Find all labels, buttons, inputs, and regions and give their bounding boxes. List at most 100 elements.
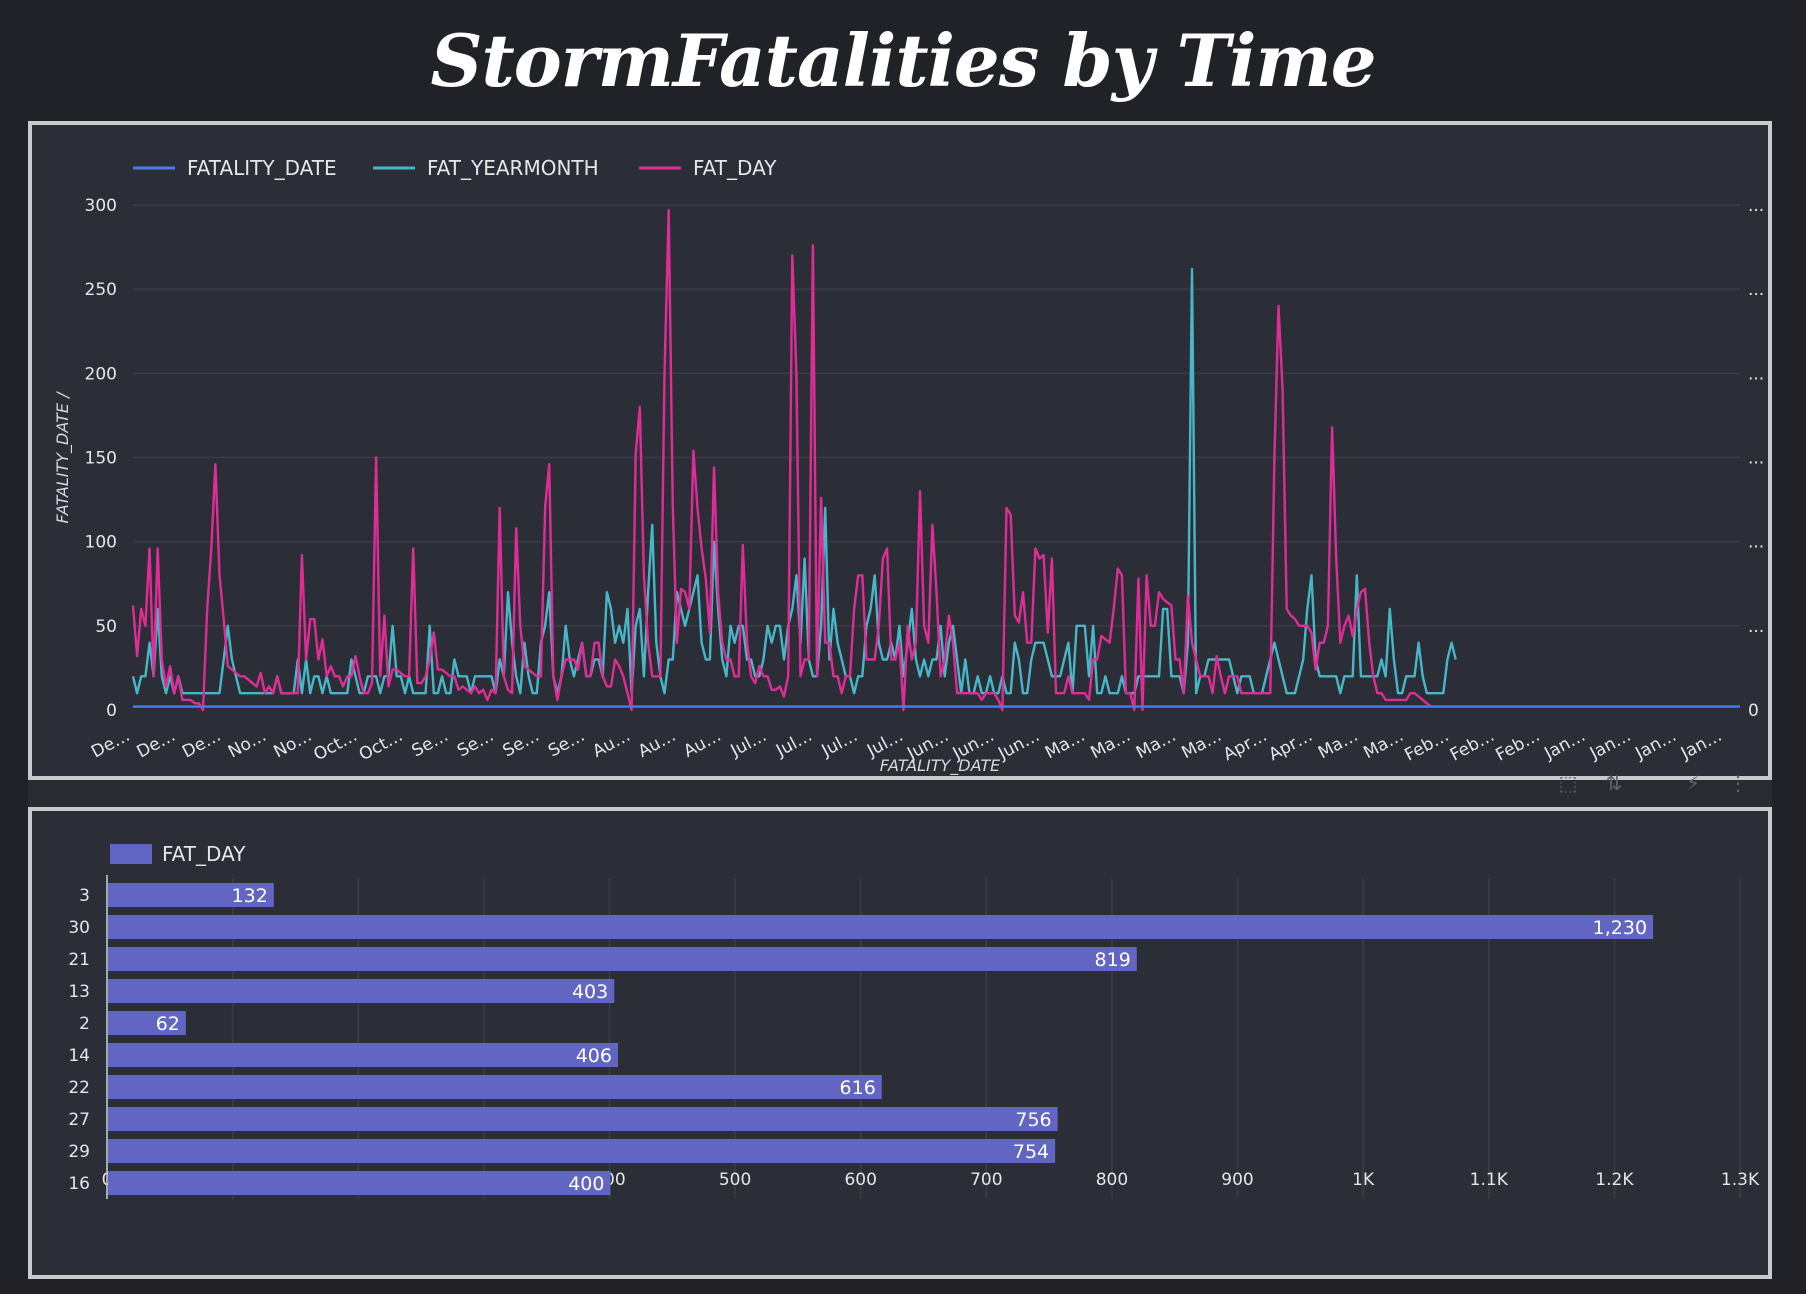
bar (108, 1107, 1058, 1131)
right-y-tick-label: ... (1748, 280, 1764, 300)
bar-value-label: 400 (568, 1173, 604, 1195)
bar-value-label: 754 (1013, 1141, 1049, 1163)
legend-label: FAT_YEARMONTH (427, 156, 599, 180)
x-tick-label: Jan… (1677, 726, 1725, 764)
bar (108, 1043, 618, 1067)
bar (108, 883, 274, 907)
bar (108, 915, 1654, 939)
x-tick-label: Feb… (1447, 726, 1498, 766)
more-vert-icon[interactable]: ⋮ (1728, 771, 1748, 795)
y-tick-label: 14 (68, 1046, 90, 1066)
x-tick-label: Au… (635, 726, 679, 762)
x-tick-label: No… (270, 726, 315, 762)
x-tick-label: Se… (500, 726, 543, 762)
x-tick-label: Ma… (1087, 726, 1134, 763)
y-tick-label: 0 (106, 701, 117, 721)
bar-value-label: 616 (840, 1077, 876, 1099)
x-tick-label: 1.1K (1470, 1170, 1509, 1190)
x-tick-label: Ma… (1315, 726, 1362, 763)
x-tick-label: Jan… (1540, 726, 1588, 764)
x-tick-label: Feb… (1492, 726, 1543, 766)
bar-chart: 01002003004005006007008009001K1.1K1.2K1.… (68, 842, 1760, 1199)
x-tick-label: Feb… (1401, 726, 1452, 766)
bar-value-label: 403 (572, 981, 608, 1003)
bar (108, 947, 1137, 971)
bar-chart-panel: 01002003004005006007008009001K1.1K1.2K1.… (28, 807, 1772, 1279)
y-axis-label: FATALITY_DATE / (53, 391, 73, 524)
x-tick-label: Au… (590, 726, 634, 762)
lightning-icon[interactable]: ⚡ (1685, 771, 1701, 795)
x-tick-label: Se… (545, 726, 588, 762)
x-tick-label: Jan… (1631, 726, 1679, 764)
bar (108, 1075, 882, 1099)
y-tick-label: 50 (95, 617, 117, 637)
x-tick-label: De… (88, 726, 133, 763)
x-tick-label: No… (225, 726, 270, 762)
x-tick-label: Jan… (1586, 726, 1634, 764)
series-line-fat-day (131, 208, 1432, 712)
right-y-tick-label: ... (1748, 364, 1764, 384)
y-tick-label: 30 (68, 918, 90, 938)
panel-separator (28, 780, 1772, 807)
x-tick-label: De… (134, 726, 179, 763)
x-tick-label: 600 (844, 1170, 876, 1190)
x-tick-label: 500 (719, 1170, 751, 1190)
y-tick-label: 100 (85, 533, 117, 553)
x-axis-label: FATALITY_DATE (880, 756, 1001, 776)
x-tick-label: Oct… (356, 726, 406, 765)
right-y-tick-label: ... (1748, 449, 1764, 469)
bar-value-label: 132 (232, 885, 268, 907)
right-y-tick-label: ... (1748, 533, 1764, 553)
y-tick-label: 27 (68, 1110, 90, 1130)
x-tick-label: Oct… (310, 726, 360, 765)
x-tick-label: 900 (1221, 1170, 1253, 1190)
bar-value-label: 819 (1095, 949, 1131, 971)
sort-icon[interactable]: ⇅ (1605, 771, 1623, 795)
y-tick-label: 3 (79, 886, 90, 906)
y-tick-label: 150 (85, 449, 117, 469)
select-area-icon[interactable]: ⬚ (1558, 771, 1578, 795)
y-tick-label: 22 (68, 1078, 90, 1098)
legend-swatch (110, 844, 152, 864)
bar-value-label: 756 (1015, 1109, 1051, 1131)
x-tick-label: Jul… (772, 726, 815, 762)
page-title: StormFatalities by Time (430, 18, 1376, 103)
bar (108, 979, 615, 1003)
bar (108, 1171, 611, 1195)
y-tick-label: 200 (85, 364, 117, 384)
y-tick-label: 21 (68, 950, 90, 970)
bar-value-label: 406 (576, 1045, 612, 1067)
y-tick-label: 250 (85, 280, 117, 300)
legend-label: FATALITY_DATE (187, 156, 337, 180)
line-chart-panel: 0 0 50... 100... 150... 200... 250... 300... De…… (28, 121, 1772, 780)
bar-value-label: 62 (156, 1013, 180, 1035)
x-tick-label: Apr… (1220, 726, 1270, 765)
x-tick-label: 800 (1096, 1170, 1128, 1190)
x-tick-label: Jul… (818, 726, 861, 762)
right-y-tick-label: 0 (1748, 701, 1759, 721)
y-tick-label: 29 (68, 1142, 90, 1162)
x-tick-label: De… (179, 726, 224, 763)
right-y-tick-label: ... (1748, 617, 1764, 637)
legend-label: FAT_DAY (693, 156, 777, 180)
x-tick-label: Apr… (1266, 726, 1316, 765)
x-tick-label: Ma… (1133, 726, 1180, 763)
x-tick-label: Se… (409, 726, 452, 762)
bar (108, 1011, 186, 1035)
x-tick-label: 1.2K (1595, 1170, 1634, 1190)
bar (108, 1139, 1056, 1163)
x-tick-label: 1.3K (1721, 1170, 1760, 1190)
y-tick-label: 300 (85, 196, 117, 216)
y-tick-label: 13 (68, 982, 90, 1002)
x-tick-label: Ma… (1360, 726, 1407, 763)
x-tick-label: Au… (680, 726, 724, 762)
bar-value-label: 1,230 (1593, 917, 1647, 939)
line-chart: 0 0 50 ... 100 ... 150 ... 200 ... 250 ... 300 ... De…… (53, 156, 1764, 776)
x-tick-label: Jun… (994, 726, 1043, 765)
x-tick-label: Se… (454, 726, 497, 762)
x-tick-label: Ma… (1178, 726, 1225, 763)
y-tick-label: 16 (68, 1174, 90, 1194)
x-tick-label: Ma… (1042, 726, 1089, 763)
x-tick-label: Jul… (727, 726, 770, 762)
right-y-tick-label: ... (1748, 196, 1764, 216)
